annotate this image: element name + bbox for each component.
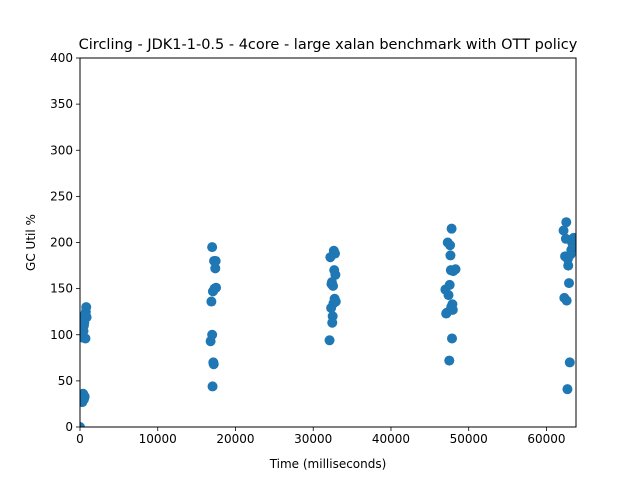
data-point <box>447 333 457 344</box>
x-tick-label: 30000 <box>294 432 332 446</box>
data-point <box>210 255 221 266</box>
y-axis-ticks: 0 50 100 150 200 250 300 350 400 <box>50 51 80 434</box>
y-tick-label: 100 <box>50 328 73 342</box>
data-point <box>327 311 338 322</box>
x-tick-label: 40000 <box>372 432 410 446</box>
y-tick-label: 0 <box>65 420 73 434</box>
x-tick-label: 60000 <box>527 432 565 446</box>
x-tick-label: 50000 <box>450 432 488 446</box>
data-point <box>330 296 341 307</box>
x-tick-label: 0 <box>76 432 84 446</box>
data-point <box>562 384 573 395</box>
data-point <box>447 304 458 315</box>
data-point <box>80 422 85 427</box>
data-point <box>563 260 574 271</box>
data-point <box>207 242 218 253</box>
data-point <box>445 250 456 261</box>
y-tick-label: 200 <box>50 236 73 250</box>
data-point <box>446 223 457 234</box>
y-tick-label: 250 <box>50 189 73 203</box>
data-point <box>80 333 91 344</box>
data-point <box>561 295 572 306</box>
data-point <box>558 225 569 236</box>
data-point <box>210 263 221 274</box>
y-axis-label: GC Util % <box>24 214 38 271</box>
chart-title: Circling - JDK1-1-0.5 - 4core - large xa… <box>79 37 578 53</box>
data-point <box>329 248 340 259</box>
data-point <box>444 355 455 366</box>
data-point <box>564 357 575 368</box>
data-point <box>569 240 576 251</box>
data-point <box>81 302 92 313</box>
data-point <box>564 278 575 289</box>
data-point <box>445 240 456 251</box>
y-tick-label: 350 <box>50 97 73 111</box>
data-point <box>444 279 455 290</box>
data-point <box>561 217 572 228</box>
data-point <box>443 290 454 301</box>
y-tick-label: 50 <box>58 374 73 388</box>
data-points <box>80 217 576 427</box>
data-point <box>330 269 341 280</box>
data-point <box>328 280 339 291</box>
data-point <box>207 329 218 340</box>
data-point <box>81 312 92 323</box>
x-axis-ticks: 0 10000 20000 30000 40000 50000 60000 <box>76 427 566 446</box>
x-tick-label: 20000 <box>216 432 254 446</box>
data-point <box>324 335 335 346</box>
y-tick-label: 150 <box>50 282 73 296</box>
x-tick-label: 10000 <box>139 432 177 446</box>
y-tick-label: 300 <box>50 143 73 157</box>
data-point <box>80 391 90 402</box>
data-point <box>450 264 461 275</box>
data-point <box>211 282 222 293</box>
x-axis-label: Time (milliseconds) <box>269 457 387 471</box>
data-point <box>208 359 219 370</box>
y-tick-label: 400 <box>50 51 73 65</box>
data-point <box>206 296 217 307</box>
data-point <box>207 381 218 392</box>
